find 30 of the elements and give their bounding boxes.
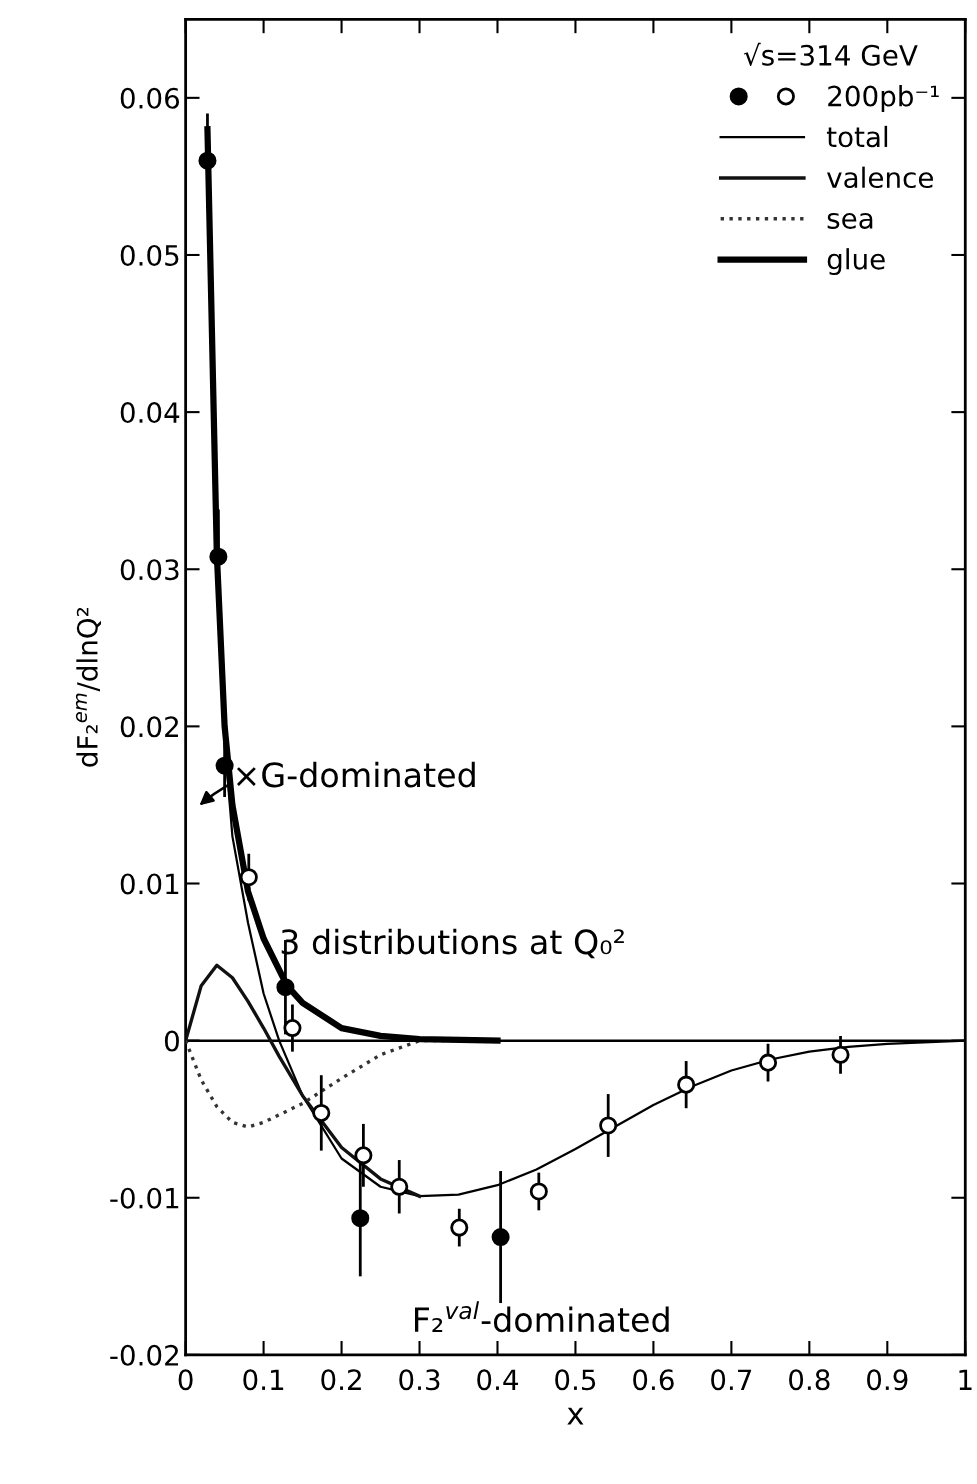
x-tick-label: 0.4 [477,1369,519,1391]
x-tick-label: 0.1 [243,1369,284,1391]
y-axis-title: dF₂$^{em}$/dlnQ² [75,607,101,767]
x-tick-label: 0.2 [321,1369,361,1391]
x-tick-label: 0.3 [399,1369,440,1391]
y-tick-label: 0.03 [120,559,179,581]
x-tick-label: 1 [959,1369,972,1390]
x-tick-label: 0.9 [867,1369,908,1391]
annotation: 3 distributions at Q₀² [281,928,624,959]
legend-label: sea [827,212,873,229]
legend-label: 200pb⁻¹ [828,85,939,112]
x-tick-label: 0.5 [555,1369,596,1391]
y-tick-label: 0.01 [120,873,179,895]
legend-title: √s=314 GeV [743,42,918,66]
x-tick-label: 0.7 [711,1369,752,1391]
x-axis-title: x [567,1407,584,1425]
y-tick-label: 0.06 [120,87,180,109]
y-tick-label: 0.05 [120,244,179,266]
legend-label: total [826,125,888,148]
annotation: ×G-dominated [236,761,475,788]
y-tick-label: 0.02 [120,716,178,738]
x-tick-label: 0.6 [633,1369,674,1391]
y-tick-label: 0 [164,1030,179,1052]
y-tick-label: -0.01 [110,1187,179,1209]
y-tick-label: 0.04 [120,402,180,424]
annotation: F₂$^{val}$-dominated [415,1301,669,1333]
y-tick-label: -0.02 [110,1344,178,1366]
x-tick-label: 0.8 [789,1369,830,1391]
legend-label: glue [827,248,885,276]
legend-label: valence [827,166,933,189]
